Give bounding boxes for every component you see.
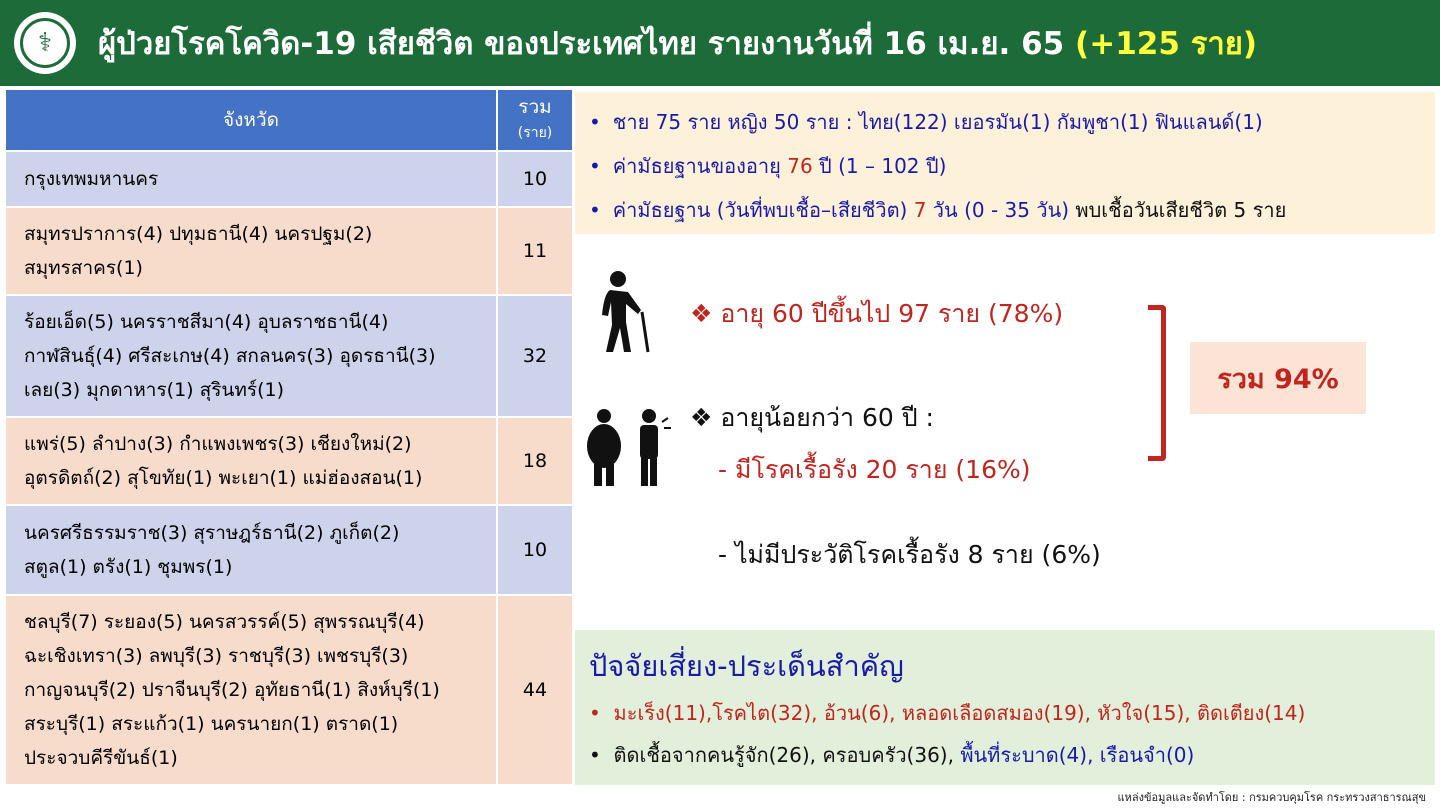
province-line: กาญจนบุรี(2) ปราจีนบุรี(2) อุทัยธานี(1) … (24, 679, 440, 701)
table-header: จังหวัด รวม (ราย) (6, 90, 572, 150)
col-total: รวม (ราย) (498, 90, 572, 150)
province-line: เลย(3) มุกดาหาร(1) สุรินทร์(1) (24, 379, 285, 401)
t: มะเร็ง(11),โรคไต(32), อ้วน(6), หลอดเลือด… (613, 701, 1306, 725)
table-row: ร้อยเอ็ด(5) นครราชสีมา(4) อุบลราชธานี(4)… (6, 296, 572, 416)
risk-diseases: • มะเร็ง(11),โรคไต(32), อ้วน(6), หลอดเลื… (589, 701, 1306, 725)
province-line: นครศรีธรรมราช(3) สุราษฎร์ธานี(2) ภูเก็ต(… (24, 522, 400, 544)
col-total-label: รวม (518, 96, 552, 118)
province-cell: ชลบุรี(7) ระยอง(5) นครสวรรค์(5) สุพรรณบุ… (6, 596, 496, 784)
summary-sex-nationality: • ชาย 75 ราย หญิง 50 ราย : ไทย(122) เยอรม… (589, 110, 1263, 134)
risk-factors-box: ปัจจัยเสี่ยง-ประเด็นสำคัญ • มะเร็ง(11),โ… (575, 630, 1435, 785)
province-line: สมุทรปราการ(4) ปทุมธานี(4) นครปฐม(2) (24, 223, 373, 245)
median-days-value: 7 (913, 198, 927, 222)
province-line: สมุทรสาคร(1) (24, 257, 143, 279)
bracket (1148, 305, 1166, 461)
total-percent: รวม 94% (1190, 342, 1366, 414)
province-line: ร้อยเอ็ด(5) นครราชสีมา(4) อุบลราชธานี(4) (24, 311, 389, 333)
age-over-60: ❖ อายุ 60 ปีขึ้นไป 97 ราย (78%) (690, 294, 1063, 334)
col-total-unit: (ราย) (517, 125, 553, 141)
without-chronic-disease: - ไม่มีประวัติโรคเรื้อรัง 8 ราย (6%) (718, 540, 1101, 569)
t: ค่ามัธยฐานของอายุ (612, 154, 788, 178)
t: อายุน้อยกว่า 60 ปี : (720, 403, 934, 432)
total-cell: 10 (498, 506, 572, 594)
t: ค่ามัธยฐาน (วันที่พบเชื้อ–เสียชีวิต) (612, 198, 914, 222)
table-row: นครศรีธรรมราช(3) สุราษฎร์ธานี(2) ภูเก็ต(… (6, 506, 572, 594)
header: ⚕ ผู้ป่วยโรคโควิด-19 เสียชีวิต ของประเทศ… (0, 0, 1440, 86)
title-count: (+125 ราย) (1075, 26, 1258, 62)
with-chronic-disease: - มีโรคเรื้อรัง 20 ราย (16%) (718, 455, 1031, 484)
province-cell: กรุงเทพมหานคร (6, 152, 496, 206)
province-cell: นครศรีธรรมราช(3) สุราษฎร์ธานี(2) ภูเก็ต(… (6, 506, 496, 594)
province-line: ฉะเชิงเทรา(3) ลพบุรี(3) ราชบุรี(3) เพชรบ… (24, 645, 409, 667)
province-cell: แพร่(5) ลำปาง(3) กำแพงเพชร(3) เชียงใหม่(… (6, 418, 496, 504)
province-line: กรุงเทพมหานคร (24, 168, 159, 190)
province-line: สตูล(1) ตรัง(1) ชุมพร(1) (24, 556, 233, 578)
total-cell: 10 (498, 152, 572, 206)
risk-title: ปัจจัยเสี่ยง-ประเด็นสำคัญ (589, 649, 904, 683)
province-line: ชลบุรี(7) ระยอง(5) นครสวรรค์(5) สุพรรณบุ… (24, 611, 425, 633)
table-row: กรุงเทพมหานคร 10 (6, 152, 572, 206)
province-line: อุตรดิตถ์(2) สุโขทัย(1) พะเยา(1) แม่ฮ่อง… (24, 467, 423, 489)
ministry-logo: ⚕ (14, 12, 76, 74)
province-line: กาฬสินธุ์(4) ศรีสะเกษ(4) สกลนคร(3) อุดรธ… (24, 345, 436, 367)
total-cell: 32 (498, 296, 572, 416)
median-age-value: 76 (787, 154, 813, 178)
province-line: ประจวบคีรีขันธ์(1) (24, 747, 178, 769)
t: ชาย 75 ราย หญิง 50 ราย : ไทย(122) เยอรมั… (612, 110, 1263, 134)
t: พบเชื้อวันเสียชีวิต 5 ราย (1075, 198, 1287, 222)
source-credit: แหล่งข้อมูลและจัดทำโดย : กรมควบคุมโรค กร… (1117, 791, 1426, 804)
title-text: ผู้ป่วยโรคโควิด-19 เสียชีวิต ของประเทศไท… (98, 26, 1065, 62)
t: ปี (1 – 102 ปี) (812, 154, 947, 178)
summary-median-days: • ค่ามัธยฐาน (วันที่พบเชื้อ–เสียชีวิต) 7 … (589, 198, 1287, 222)
table-row: แพร่(5) ลำปาง(3) กำแพงเพชร(3) เชียงใหม่(… (6, 418, 572, 504)
col-province: จังหวัด (6, 90, 496, 150)
caduceus-icon: ⚕ (20, 18, 70, 68)
province-cell: สมุทรปราการ(4) ปทุมธานี(4) นครปฐม(2) สมุท… (6, 208, 496, 294)
age-under-60: ❖ อายุน้อยกว่า 60 ปี : (690, 398, 934, 438)
risk-exposure: • ติดเชื้อจากคนรู้จัก(26), ครอบครัว(36),… (589, 743, 1195, 767)
summary-box: • ชาย 75 ราย หญิง 50 ราย : ไทย(122) เยอรม… (575, 92, 1435, 234)
province-line: สระบุรี(1) สระแก้ว(1) นครนายก(1) ตราด(1) (24, 713, 399, 735)
t: ติดเชื้อจากคนรู้จัก(26), ครอบครัว(36), (613, 743, 961, 767)
t: พื้นที่ระบาด(4), เรือนจำ(0) (960, 743, 1195, 767)
province-table: จังหวัด รวม (ราย) กรุงเทพมหานคร 10 สมุทรปรา… (6, 90, 572, 786)
diamond-bullet-icon: ❖ (690, 403, 721, 432)
province-line: แพร่(5) ลำปาง(3) กำแพงเพชร(3) เชียงใหม่(… (24, 433, 412, 455)
total-cell: 11 (498, 208, 572, 294)
table-row: ชลบุรี(7) ระยอง(5) นครสวรรค์(5) สุพรรณบุ… (6, 596, 572, 784)
total-cell: 44 (498, 596, 572, 784)
elderly-person-icon (602, 271, 650, 353)
province-cell: ร้อยเอ็ด(5) นครราชสีมา(4) อุบลราชธานี(4)… (6, 296, 496, 416)
table-row: สมุทรปราการ(4) ปทุมธานี(4) นครปฐม(2) สมุท… (6, 208, 572, 294)
page-title: ผู้ป่วยโรคโควิด-19 เสียชีวิต ของประเทศไท… (98, 18, 1257, 68)
t: อายุ 60 ปีขึ้นไป 97 ราย (78%) (720, 299, 1064, 328)
total-cell: 18 (498, 418, 572, 504)
obese-and-sick-person-icon (587, 409, 671, 486)
summary-median-age: • ค่ามัธยฐานของอายุ 76 ปี (1 – 102 ปี) (589, 154, 947, 178)
diamond-bullet-icon: ❖ (690, 299, 721, 328)
t: วัน (0 - 35 วัน) (926, 198, 1076, 222)
